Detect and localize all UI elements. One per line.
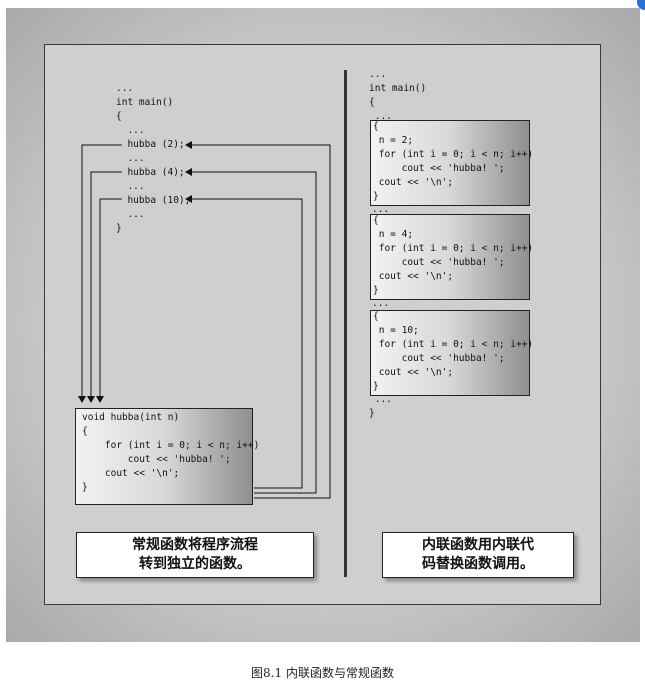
inline-block-1-code: { n = 2; for (int i = 0; i < n; i++) cou… <box>373 121 534 202</box>
call-arrow-4 <box>87 171 122 403</box>
return-arrow-10 <box>185 195 303 489</box>
main-code-inline-header: ... int main() { ... <box>369 69 427 122</box>
inline-block-3 <box>370 310 530 396</box>
main-code-inline-footer: ... } <box>369 394 392 419</box>
main-code-regular: ... int main() { ... hubba (2); ... hubb… <box>116 83 191 234</box>
inline-block-2 <box>370 214 530 300</box>
figure-caption: 图8.1 内联函数与常规函数 <box>251 666 394 680</box>
call-arrow-2 <box>78 144 122 403</box>
caption-inline-line2: 码替换函数调用。 <box>422 556 534 572</box>
function-box <box>75 408 253 505</box>
inline-block-1 <box>370 120 530 206</box>
corner-marker <box>637 0 645 10</box>
caption-regular-line2: 转到独立的函数。 <box>139 556 251 572</box>
function-code: void hubba(int n) { for (int i = 0; i < … <box>82 412 260 493</box>
caption-regular: 常规函数将程序流程 转到独立的函数。 <box>76 532 314 578</box>
caption-regular-line1: 常规函数将程序流程 <box>132 537 258 553</box>
inline-block-3-code: { n = 10; for (int i = 0; i < n; i++) co… <box>373 311 534 392</box>
call-arrow-10 <box>96 198 122 403</box>
caption-inline-line1: 内联函数用内联代 <box>422 537 534 553</box>
return-arrow-2 <box>185 141 331 499</box>
caption-inline: 内联函数用内联代 码替换函数调用。 <box>382 532 574 578</box>
inline-block-2-code: { n = 4; for (int i = 0; i < n; i++) cou… <box>373 215 534 296</box>
inline-separator-2: ... <box>372 298 390 309</box>
column-divider <box>344 70 347 577</box>
return-arrow-4 <box>185 168 317 494</box>
inline-separator-1: ... <box>372 204 390 215</box>
